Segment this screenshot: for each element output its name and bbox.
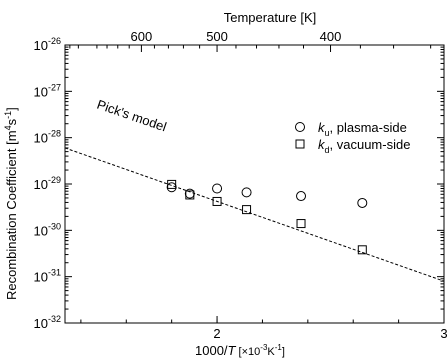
- legend: ku, plasma-side kd, vacuum-side: [295, 120, 410, 155]
- y-tick-label: 10-27: [34, 82, 61, 99]
- picks-model-line: [64, 147, 445, 282]
- data-point-plasma-side: [212, 183, 223, 194]
- legend-entry-plasma-side: ku, plasma-side: [318, 120, 407, 138]
- top-tick-labels: 600 500 400: [131, 29, 342, 44]
- legend-entry-vacuum-side: kd, vacuum-side: [318, 137, 410, 155]
- y-tick-label: 10-32: [34, 314, 61, 331]
- legend-marker-square: [295, 139, 305, 149]
- data-point-vacuum-side: [167, 179, 177, 189]
- y-tick-label: 10-30: [34, 221, 61, 238]
- x-tick-label: 3: [440, 326, 447, 341]
- legend-marker-circle: [295, 122, 305, 132]
- data-point-plasma-side: [357, 197, 368, 208]
- data-point-plasma-side: [166, 182, 177, 193]
- data-point-vacuum-side: [242, 205, 252, 215]
- top-tick-label: 600: [131, 29, 153, 44]
- data-point-vacuum-side: [357, 245, 367, 255]
- y-tick-label: 10-29: [34, 175, 61, 192]
- x-tick-label: 2: [213, 326, 220, 341]
- data-point-vacuum-side: [185, 190, 195, 200]
- top-tick-label: 500: [206, 29, 228, 44]
- data-point-plasma-side: [241, 187, 252, 198]
- y-tick-labels: 10-26 10-27 10-28 10-29 10-30 10-31 10-32: [34, 36, 61, 331]
- data-points: [166, 179, 368, 255]
- top-tick-label: 400: [320, 29, 342, 44]
- picks-model-label: Pick's model: [95, 97, 169, 135]
- data-point-vacuum-side: [212, 196, 222, 206]
- y-tick-label: 10-28: [34, 129, 61, 146]
- y-axis-title: Recombination Coefficient [m4s-1]: [3, 107, 19, 300]
- data-point-plasma-side: [296, 191, 307, 202]
- axis-ticks: [65, 44, 445, 324]
- data-point-vacuum-side: [296, 219, 306, 229]
- y-tick-label: 10-26: [34, 36, 61, 53]
- top-axis-title: Temperature [K]: [224, 10, 317, 25]
- y-tick-label: 10-31: [34, 268, 61, 285]
- plot-frame: [64, 44, 445, 324]
- x-axis-title: 1000/T [×10-3K-1]: [195, 343, 285, 358]
